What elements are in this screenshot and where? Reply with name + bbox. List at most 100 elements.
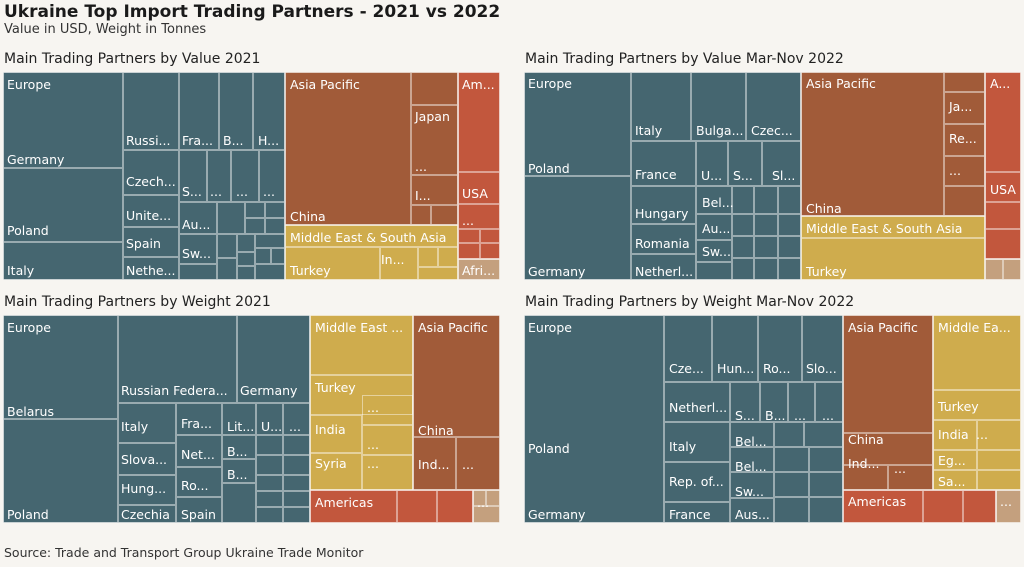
country-tile — [411, 175, 458, 205]
country-tile — [118, 403, 176, 443]
tile-label-europe: Fra... — [181, 416, 212, 431]
country-tile — [217, 234, 237, 258]
country-tile — [788, 382, 815, 422]
country-tile — [730, 498, 774, 523]
country-tile — [458, 259, 500, 280]
country-tile — [843, 433, 933, 465]
country-tile — [730, 472, 774, 498]
country-tile — [458, 204, 500, 229]
country-tile — [732, 186, 754, 214]
tile-label-asia-pacific: China — [806, 201, 842, 216]
tile-label-europe: S... — [735, 408, 755, 423]
country-tile — [271, 248, 285, 264]
country-tile — [265, 202, 285, 218]
tile-label-europe: Nethe... — [126, 263, 175, 278]
country-tile — [123, 195, 179, 227]
region-block-africa — [984, 258, 1021, 280]
tile-label-europe: Aus... — [735, 507, 770, 522]
country-tile — [473, 490, 486, 506]
region-block-middle-east-and-south-asia — [309, 315, 414, 491]
country-tile — [362, 425, 413, 455]
tile-label-europe: Germany — [528, 264, 586, 279]
tile-label-europe: Ro... — [763, 361, 790, 376]
tile-label-europe: Czech... — [126, 174, 176, 189]
tile-label-europe: Italy — [7, 263, 35, 278]
country-tile — [176, 467, 222, 497]
region-block-middle-east-and-south-asia — [932, 315, 1021, 491]
tile-label-europe: Italy — [669, 439, 697, 454]
tile-label-americas: Americas — [315, 495, 373, 510]
country-tile — [285, 225, 458, 247]
country-tile — [774, 447, 809, 472]
tile-label-europe: Europe — [7, 320, 51, 335]
country-tile — [631, 186, 696, 224]
treemap-svg: Europe Germany Poland Italy Russi... Fra... B.… — [3, 72, 500, 280]
tile-label-americas: USA — [462, 186, 488, 201]
country-tile — [933, 450, 977, 470]
tile-label-middle-east-and-south-asia: Turkey — [314, 380, 356, 395]
country-tile — [458, 72, 500, 172]
country-tile — [431, 205, 458, 225]
country-tile — [933, 470, 977, 490]
country-tile — [3, 315, 118, 419]
country-tile — [778, 186, 801, 214]
country-tile — [944, 92, 985, 124]
country-tile — [256, 403, 283, 435]
country-tile — [176, 403, 222, 435]
region-block-americas — [984, 72, 1021, 280]
tile-label-europe: ... — [263, 184, 275, 199]
tile-label-europe: Romania — [635, 236, 690, 251]
panel-title-weight-2021: Main Trading Partners by Weight 2021 — [4, 294, 271, 310]
region-block-europe — [3, 72, 286, 280]
tile-label-asia-pacific: ... — [462, 457, 474, 472]
tile-label-europe: Czechia — [121, 507, 170, 522]
country-tile — [283, 403, 310, 435]
tile-label-europe: Germany — [240, 383, 298, 398]
tile-label-europe: Hung... — [121, 481, 166, 496]
country-tile — [222, 483, 256, 523]
tile-label-europe: France — [635, 167, 677, 182]
country-tile — [691, 72, 746, 141]
country-tile — [985, 259, 1003, 280]
country-tile — [631, 254, 696, 280]
tile-label-europe: Europe — [528, 76, 572, 91]
country-tile — [219, 72, 253, 150]
tile-label-europe: Hun... — [717, 361, 754, 376]
country-tile — [815, 382, 843, 422]
tile-label-asia-pacific: Ind... — [848, 456, 879, 471]
tile-label-europe: Fra... — [182, 133, 213, 148]
region-block-asia-pacific — [284, 72, 459, 226]
tile-label-europe: U... — [261, 419, 282, 434]
panel-title-weight-2022: Main Trading Partners by Weight Mar-Nov … — [525, 294, 855, 310]
country-tile — [524, 176, 631, 280]
country-tile — [933, 390, 1021, 420]
country-tile — [963, 490, 996, 523]
country-tile — [758, 315, 802, 382]
tile-label-europe: Italy — [635, 123, 663, 138]
country-tile — [754, 236, 778, 258]
country-tile — [754, 214, 778, 236]
region-block-africa — [472, 489, 500, 523]
tile-label-europe: Italy — [121, 419, 149, 434]
country-tile — [456, 437, 500, 490]
country-tile — [664, 382, 730, 422]
tile-label-middle-east-and-south-asia: Eg... — [938, 453, 966, 468]
country-tile — [480, 229, 500, 243]
tile-label-europe: Cze... — [669, 361, 704, 376]
country-tile — [255, 264, 285, 280]
tile-label-asia-pacific: Asia Pacific — [848, 320, 918, 335]
tile-label-asia-pacific: ... — [415, 159, 427, 174]
tile-label-middle-east-and-south-asia: Middle East & South Asia — [806, 221, 962, 236]
country-tile — [664, 502, 730, 523]
country-tile — [176, 435, 222, 467]
country-tile — [631, 224, 696, 254]
country-tile — [179, 234, 217, 264]
country-tile — [923, 490, 963, 523]
country-tile — [397, 490, 437, 523]
country-tile — [222, 459, 256, 483]
tile-label-europe: Sl... — [772, 168, 795, 183]
tile-label-middle-east-and-south-asia: India — [315, 422, 346, 437]
tile-label-europe: ... — [794, 408, 806, 423]
country-tile — [809, 472, 843, 497]
tile-label-asia-pacific: China — [848, 432, 884, 447]
